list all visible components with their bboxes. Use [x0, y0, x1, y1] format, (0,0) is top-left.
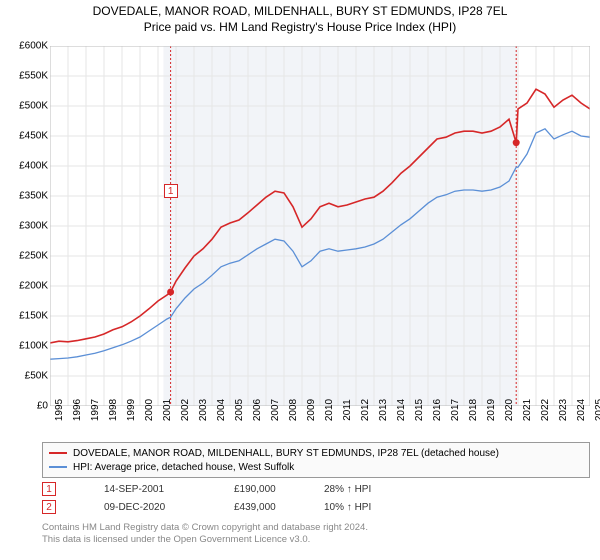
y-tick-label: £600K — [19, 41, 48, 52]
footer-line2: This data is licensed under the Open Gov… — [42, 534, 368, 546]
x-tick-label: 2007 — [270, 399, 281, 421]
x-tick-label: 2019 — [486, 399, 497, 421]
footer: Contains HM Land Registry data © Crown c… — [42, 522, 368, 547]
line-chart — [50, 46, 590, 406]
y-tick-label: £550K — [19, 71, 48, 82]
marker-pct: 10% ↑ HPI — [324, 502, 444, 513]
x-tick-label: 2017 — [450, 399, 461, 421]
marker-table: 1 14-SEP-2001£190,00028% ↑ HPI 2 09-DEC-202… — [42, 480, 444, 516]
x-tick-label: 2003 — [198, 399, 209, 421]
y-tick-label: £500K — [19, 101, 48, 112]
x-tick-label: 1997 — [90, 399, 101, 421]
x-tick-label: 1998 — [108, 399, 119, 421]
x-tick-label: 2005 — [234, 399, 245, 421]
marker-price: £190,000 — [234, 484, 324, 495]
y-tick-label: £450K — [19, 131, 48, 142]
y-tick-label: £350K — [19, 191, 48, 202]
marker-id-badge: 2 — [42, 500, 56, 514]
legend: DOVEDALE, MANOR ROAD, MILDENHALL, BURY S… — [42, 442, 590, 478]
y-tick-label: £150K — [19, 311, 48, 322]
x-tick-label: 2013 — [378, 399, 389, 421]
legend-text: HPI: Average price, detached house, West… — [73, 462, 294, 473]
y-tick-label: £250K — [19, 251, 48, 262]
x-tick-label: 2010 — [324, 399, 335, 421]
marker-price: £439,000 — [234, 502, 324, 513]
marker-date: 09-DEC-2020 — [104, 502, 234, 513]
y-tick-label: £200K — [19, 281, 48, 292]
x-tick-label: 2009 — [306, 399, 317, 421]
marker-row: 1 14-SEP-2001£190,00028% ↑ HPI — [42, 480, 444, 498]
marker-date: 14-SEP-2001 — [104, 484, 234, 495]
x-tick-label: 2021 — [522, 399, 533, 421]
marker-pct: 28% ↑ HPI — [324, 484, 444, 495]
title-block: DOVEDALE, MANOR ROAD, MILDENHALL, BURY S… — [0, 4, 600, 34]
x-tick-label: 1995 — [54, 399, 65, 421]
x-tick-label: 2022 — [540, 399, 551, 421]
title-sub: Price paid vs. HM Land Registry's House … — [0, 20, 600, 34]
footer-line1: Contains HM Land Registry data © Crown c… — [42, 522, 368, 534]
y-tick-label: £0 — [37, 401, 48, 412]
y-tick-label: £100K — [19, 341, 48, 352]
chart-container: DOVEDALE, MANOR ROAD, MILDENHALL, BURY S… — [0, 0, 600, 560]
x-tick-label: 2004 — [216, 399, 227, 421]
legend-swatch — [49, 452, 67, 454]
y-tick-label: £50K — [25, 371, 48, 382]
x-tick-label: 2015 — [414, 399, 425, 421]
marker-badge: 1 — [164, 184, 178, 198]
y-tick-label: £400K — [19, 161, 48, 172]
title-address: DOVEDALE, MANOR ROAD, MILDENHALL, BURY S… — [0, 4, 600, 18]
marker-id-badge: 1 — [42, 482, 56, 496]
x-tick-label: 1996 — [72, 399, 83, 421]
marker-row: 2 09-DEC-2020£439,00010% ↑ HPI — [42, 498, 444, 516]
legend-item: DOVEDALE, MANOR ROAD, MILDENHALL, BURY S… — [49, 446, 583, 460]
x-tick-label: 2001 — [162, 399, 173, 421]
x-tick-label: 2025 — [594, 399, 600, 421]
x-tick-label: 2006 — [252, 399, 263, 421]
x-tick-label: 2018 — [468, 399, 479, 421]
legend-item: HPI: Average price, detached house, West… — [49, 460, 583, 474]
x-tick-label: 2000 — [144, 399, 155, 421]
x-tick-label: 2014 — [396, 399, 407, 421]
x-tick-label: 2023 — [558, 399, 569, 421]
x-tick-label: 2011 — [342, 399, 353, 421]
y-tick-label: £300K — [19, 221, 48, 232]
x-tick-label: 2024 — [576, 399, 587, 421]
x-tick-label: 2002 — [180, 399, 191, 421]
x-tick-label: 2016 — [432, 399, 443, 421]
x-tick-label: 2008 — [288, 399, 299, 421]
x-tick-label: 2012 — [360, 399, 371, 421]
legend-text: DOVEDALE, MANOR ROAD, MILDENHALL, BURY S… — [73, 448, 499, 459]
x-tick-label: 1999 — [126, 399, 137, 421]
legend-swatch — [49, 466, 67, 468]
x-tick-label: 2020 — [504, 399, 515, 421]
